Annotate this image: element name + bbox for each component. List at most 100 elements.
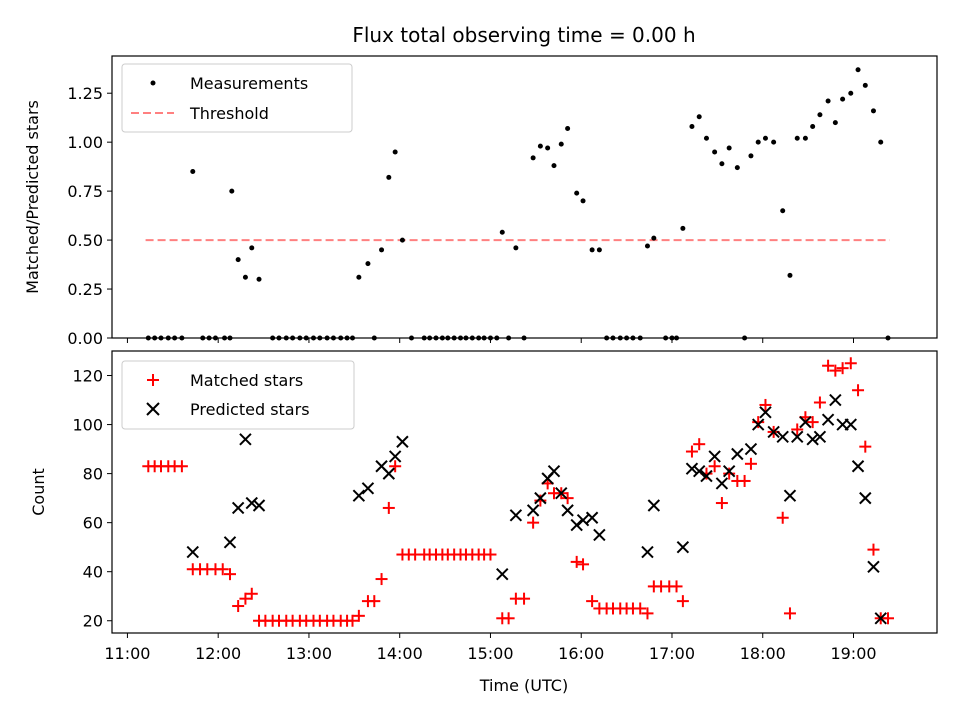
matched-star-point <box>752 416 765 429</box>
predicted-star-stroke <box>791 430 804 444</box>
predicted-star-point <box>576 513 590 527</box>
predicted-star-point <box>593 528 606 542</box>
predicted-star-stroke <box>759 406 772 419</box>
predicted-star-stroke <box>783 489 797 502</box>
top-legend-frame <box>121 63 353 133</box>
measurement-point <box>748 153 754 159</box>
predicted-star-stroke <box>352 489 366 502</box>
measurement-point <box>855 67 861 73</box>
predicted-star-point <box>585 511 599 524</box>
legend-measurements-label: Measurements <box>190 74 308 93</box>
predicted-star-stroke <box>685 462 699 475</box>
top-y-tick-label: 0.00 <box>67 329 103 348</box>
measurement-point <box>537 143 543 149</box>
predicted-star-point <box>245 496 258 510</box>
predicted-star-stroke <box>382 467 396 480</box>
matched-star-point <box>641 607 654 620</box>
predicted-star-point <box>496 567 509 581</box>
bottom-axes-frame <box>111 350 938 634</box>
matched-star-point <box>216 563 229 576</box>
measurement-point <box>817 112 823 118</box>
measurement-point <box>651 235 657 241</box>
measurement-point <box>386 174 392 180</box>
matched-star-point <box>389 460 402 473</box>
measurement-point <box>551 163 557 169</box>
predicted-star-point <box>791 430 804 444</box>
predicted-star-point <box>813 430 827 444</box>
predicted-star-point <box>821 413 835 426</box>
matched-star-point <box>570 555 583 568</box>
x-tick-label: 19:00 <box>830 644 876 663</box>
measurement-point <box>242 274 248 280</box>
predicted-star-stroke <box>231 501 245 515</box>
predicted-star-point <box>685 462 699 475</box>
measurement-point <box>755 139 761 145</box>
predicted-star-stroke <box>715 477 729 490</box>
predicted-star-stroke <box>722 464 736 478</box>
measurement-point <box>787 272 793 278</box>
predicted-star-point <box>708 450 721 463</box>
x-tick-label: 12:00 <box>195 644 241 663</box>
chart-title: Flux total observing time = 0.00 h <box>352 23 695 47</box>
top-axes-frame <box>111 55 938 339</box>
measurement-point <box>356 274 362 280</box>
predicted-star-stroke <box>751 418 765 431</box>
matched-star-point <box>502 612 515 625</box>
matched-star-point <box>776 511 789 524</box>
predicted-star-point <box>186 545 199 559</box>
measurement-point <box>802 135 808 141</box>
predicted-star-point <box>252 499 266 512</box>
matched-star-point <box>806 416 819 429</box>
predicted-star-stroke <box>851 460 865 473</box>
predicted-star-stroke <box>496 567 509 581</box>
predicted-star-point <box>844 418 857 431</box>
measurement-point <box>726 145 732 151</box>
matched-star-point <box>881 612 894 625</box>
bottom-plot-marks <box>142 357 894 627</box>
predicted-star-point <box>806 433 819 446</box>
matched-star-point <box>223 568 236 581</box>
bottom-y-tick-label: 100 <box>72 416 103 435</box>
predicted-star-point <box>715 477 729 490</box>
measurement-point <box>565 125 571 131</box>
matched-star-point <box>634 602 647 615</box>
predicted-star-stroke <box>361 482 375 495</box>
measurement-point <box>379 247 385 253</box>
predicted-star-point <box>783 489 797 502</box>
matched-star-point <box>670 580 683 593</box>
x-tick-label: 14:00 <box>377 644 423 663</box>
predicted-star-stroke <box>561 504 574 517</box>
predicted-star-stroke <box>767 425 780 439</box>
matched-star-point <box>518 592 531 605</box>
matched-star-point <box>484 548 497 561</box>
predicted-star-stroke <box>509 509 523 522</box>
measurement-point <box>256 276 262 282</box>
measurement-point <box>848 90 854 96</box>
measurement-point <box>771 139 777 145</box>
predicted-star-stroke <box>547 464 561 478</box>
matched-star-point <box>852 384 865 397</box>
legend-predicted-marker <box>146 402 160 416</box>
matched-star-point <box>744 457 757 470</box>
bottom-y-tick-label: 40 <box>83 563 103 582</box>
measurement-point <box>712 149 718 155</box>
x-tick-label: 15:00 <box>467 644 513 663</box>
predicted-star-stroke <box>585 511 599 524</box>
measurement-point <box>190 169 196 175</box>
matched-star-point <box>676 595 689 608</box>
top-y-tick-label: 1.25 <box>67 84 103 103</box>
matched-star-point <box>586 595 599 608</box>
predicted-star-point <box>731 447 744 461</box>
measurement-point <box>513 245 519 251</box>
predicted-star-point <box>859 491 872 505</box>
predicted-star-stroke <box>806 433 819 446</box>
matched-star-point <box>239 592 252 605</box>
predicted-star-stroke <box>676 540 690 554</box>
predicted-star-point <box>570 518 583 532</box>
measurement-point <box>680 225 686 231</box>
top-x-axis <box>126 338 855 343</box>
measurement-point <box>580 198 586 204</box>
predicted-star-point <box>382 467 396 480</box>
predicted-star-point <box>851 460 865 473</box>
bottom-panel: 20 40 60 80 100 120 11:00 12:00 13:00 14:00 15:00… <box>29 350 938 695</box>
